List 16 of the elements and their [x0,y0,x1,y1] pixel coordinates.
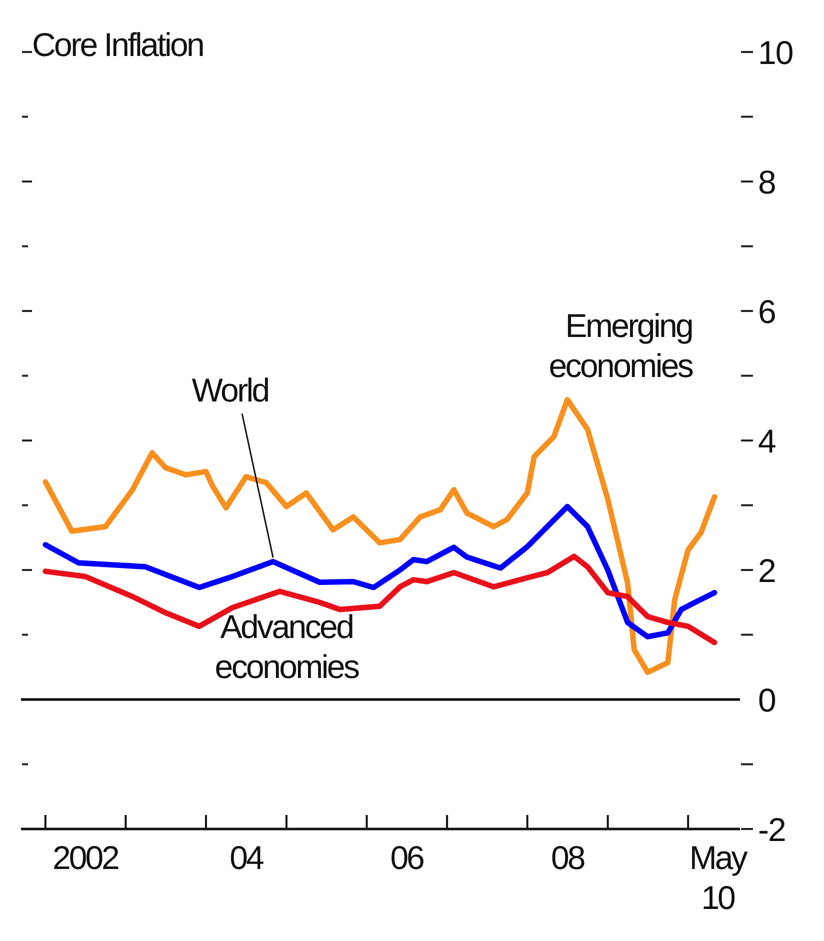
y-tick-label: 6 [758,292,776,330]
y-tick-label: -2 [758,810,786,848]
y-tick-label: 10 [758,34,794,71]
text: World [192,372,269,409]
y-tick-label: 0 [758,681,776,718]
x-tick-label: 2002 [52,839,119,876]
x-tick-label: 08 [550,839,584,876]
chart-title: Core Inflation [32,26,204,63]
series-label: Advanced economies [214,608,360,685]
y-tick-label: 4 [758,422,776,460]
x-tick-label: May 10 [689,839,748,916]
y-tick-label: 8 [758,163,776,200]
x-tick-label: 06 [390,839,424,876]
series-label: Emerging economies [548,306,694,384]
x-tick-label: 04 [230,839,264,876]
y-tick-label: 2 [758,552,776,589]
